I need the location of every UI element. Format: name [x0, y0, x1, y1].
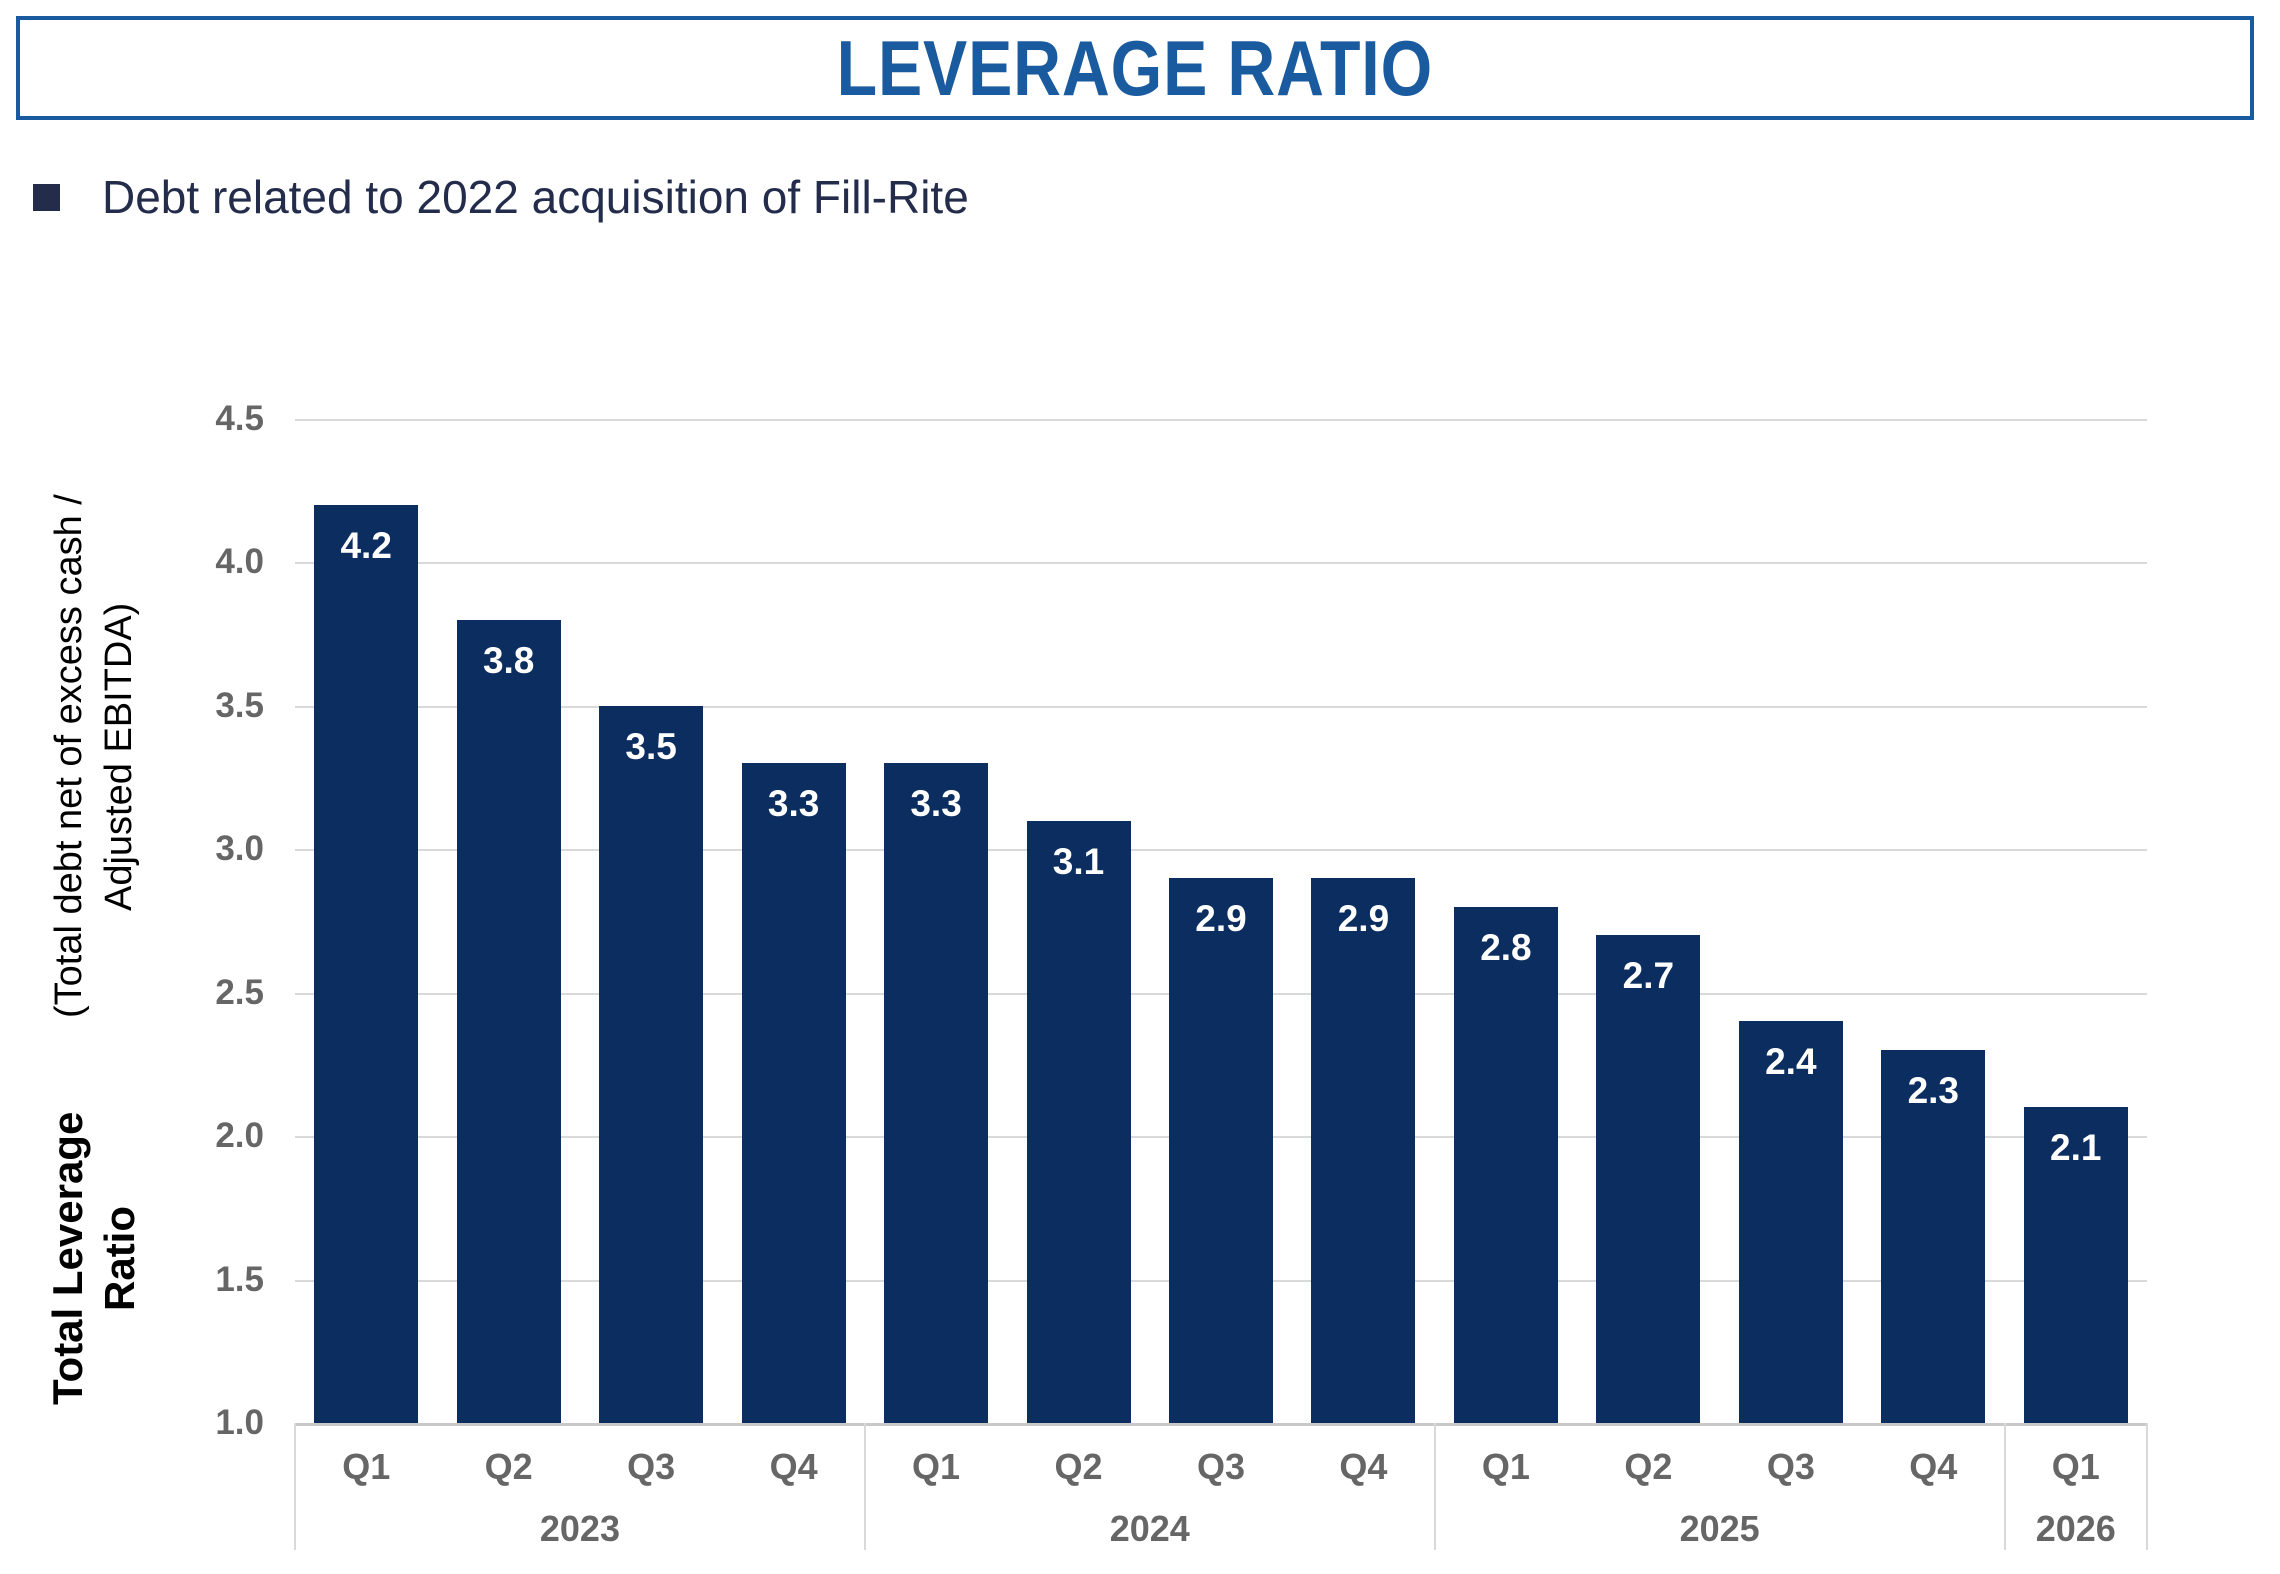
bullet-row: Debt related to 2022 acquisition of Fill…	[33, 168, 969, 226]
bar-q1-2026: 2.1	[2023, 1107, 2128, 1423]
year-group-divider	[294, 1423, 296, 1550]
bar-value-label: 2.7	[1622, 955, 1675, 997]
x-axis-quarter-label: Q1	[2051, 1446, 2100, 1487]
x-axis-quarter-label: Q2	[1054, 1446, 1103, 1487]
gridline	[295, 705, 2147, 708]
bar-q3-2024: 2.9	[1169, 877, 1273, 1423]
bar-value-label: 3.3	[910, 783, 962, 825]
x-axis-quarter-label: Q3	[1196, 1446, 1245, 1487]
year-group-divider	[2003, 1423, 2006, 1550]
bar-value-label: 3.5	[625, 725, 677, 767]
page-title: LEVERAGE RATIO	[836, 23, 1434, 112]
gridline	[295, 849, 2147, 852]
bar-q4-2023: 3.3	[741, 763, 846, 1423]
x-axis-quarter-label: Q1	[342, 1446, 391, 1487]
x-axis-quarter-label: Q1	[912, 1446, 961, 1487]
x-axis: Q1 Q2 Q3 Q4 Q1 Q2 Q3 Q4 Q1 Q2 Q3 Q4 Q1 2023 2024 2025 20…	[294, 1423, 2148, 1553]
bar-q2-2024: 3.1	[1026, 820, 1131, 1423]
bar-q1-2024: 3.3	[884, 763, 989, 1423]
y-axis-tick-label: 2.5	[215, 972, 264, 1012]
bar-q4-2025: 2.3	[1881, 1050, 1986, 1423]
bullet-text: Debt related to 2022 acquisition of Fill…	[102, 171, 969, 223]
x-axis-quarter-label: Q4	[1909, 1446, 1958, 1487]
x-axis-quarter-label: Q1	[1481, 1446, 1530, 1487]
x-axis-year-label: 2024	[1109, 1508, 1190, 1549]
gridline	[295, 1423, 2147, 1426]
y-axis-tick-label: 1.0	[215, 1403, 264, 1442]
bar-value-label: 2.3	[1907, 1070, 1959, 1112]
bar-q1-2023: 4.2	[314, 505, 419, 1423]
y-axis-tick-label: 1.5	[215, 1259, 264, 1299]
y-axis-tick-label: 4.0	[215, 542, 264, 582]
gridline	[295, 562, 2147, 565]
y-axis-tick-label: 3.0	[215, 829, 264, 869]
bar-value-label: 3.8	[482, 639, 535, 681]
x-axis-year-label: 2026	[2035, 1508, 2116, 1549]
y-axis-tick-label: 3.5	[215, 685, 264, 725]
x-axis-quarter-label: Q3	[627, 1446, 676, 1487]
bar-value-label: 2.9	[1195, 897, 1247, 939]
x-axis-year-label: 2025	[1679, 1508, 1760, 1549]
bar-q4-2024: 2.9	[1311, 877, 1416, 1423]
x-axis-quarter-label: Q3	[1766, 1446, 1815, 1487]
x-axis-quarter-label: Q2	[484, 1446, 533, 1487]
x-axis-year-label: 2023	[539, 1508, 620, 1549]
bar-q2-2023: 3.8	[456, 619, 561, 1423]
bar-q2-2025: 2.7	[1596, 935, 1701, 1423]
year-group-divider	[2146, 1423, 2148, 1550]
bar-value-label: 2.9	[1337, 897, 1390, 939]
bar-value-label: 2.4	[1765, 1041, 1817, 1083]
bar-q3-2025: 2.4	[1738, 1021, 1843, 1423]
bars-layer: 4.2 3.8 3.5 3.3 3.3 3.1 2.9 2.9 2.8 2.7 2.4 2.3 2.1	[295, 419, 2147, 1423]
bar-value-label: 4.2	[340, 525, 392, 567]
bar-value-label: 2.1	[2050, 1127, 2102, 1169]
y-axis-tick-labels: 4.5 4.0 3.5 3.0 2.5 2.0 1.5 1.0	[0, 399, 264, 1442]
gridline	[295, 419, 2147, 421]
y-axis-tick-label: 2.0	[215, 1116, 264, 1156]
year-group-divider	[863, 1423, 866, 1550]
bar-value-label: 3.1	[1052, 840, 1105, 882]
bar-q3-2023: 3.5	[599, 705, 704, 1423]
x-axis-quarter-label: Q4	[1339, 1446, 1388, 1487]
y-axis-tick-label: 4.5	[215, 399, 264, 438]
x-axis-quarter-label: Q2	[1624, 1446, 1673, 1487]
bar-value-label: 2.8	[1480, 926, 1532, 968]
bar-value-label: 3.3	[767, 783, 820, 825]
title-box: LEVERAGE RATIO	[16, 16, 2254, 120]
year-group-divider	[1433, 1423, 1436, 1550]
x-axis-quarter-label: Q4	[769, 1446, 818, 1487]
bullet-square-icon	[33, 183, 60, 211]
bar-q1-2025: 2.8	[1453, 906, 1558, 1423]
